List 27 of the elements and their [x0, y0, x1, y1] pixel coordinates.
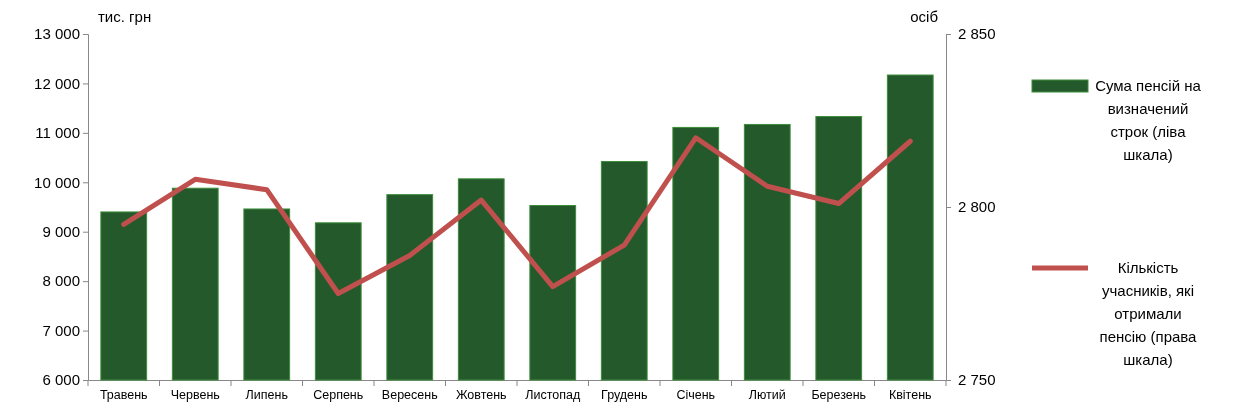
y-tick-label: 10 000	[34, 173, 80, 191]
y2-tick-label: 2 850	[958, 25, 996, 43]
x-tick-label: Березень	[811, 388, 867, 403]
y-tick-label: 12 000	[34, 74, 80, 92]
x-tick-label: Вересень	[381, 388, 438, 403]
x-tick-label: Лютий	[748, 388, 786, 403]
y-tick-label: 8 000	[42, 272, 80, 290]
y2-tick-label: 2 800	[958, 198, 996, 216]
legend-label: Сума пенсій на визначений строк (ліва шкала)	[1095, 77, 1202, 163]
y-tick-label: 6 000	[42, 371, 80, 389]
y-axis-title: тис. грн	[98, 8, 152, 25]
y-tick-label: 9 000	[42, 223, 80, 241]
y2-axis-title: осіб	[910, 8, 938, 25]
legend-label: Кількість учасників, які отримали пенсію (права шкала)	[1099, 259, 1198, 368]
x-tick-label: Січень	[676, 388, 716, 403]
x-tick-label: Грудень	[601, 388, 648, 403]
y-tick-label: 11 000	[35, 124, 80, 142]
y2-tick-label: 2 750	[958, 371, 996, 389]
x-tick-label: Листопад	[525, 388, 581, 403]
x-tick-label: Липень	[245, 388, 288, 403]
y-tick-label: 7 000	[42, 321, 80, 339]
x-tick-label: Серпень	[313, 388, 364, 403]
x-tick-label: Квітень	[888, 388, 932, 403]
x-tick-label: Травень	[99, 388, 148, 403]
x-tick-label: Жовтень	[455, 388, 507, 403]
y-tick-label: 13 000	[34, 25, 80, 43]
x-tick-label: Червень	[170, 388, 220, 403]
